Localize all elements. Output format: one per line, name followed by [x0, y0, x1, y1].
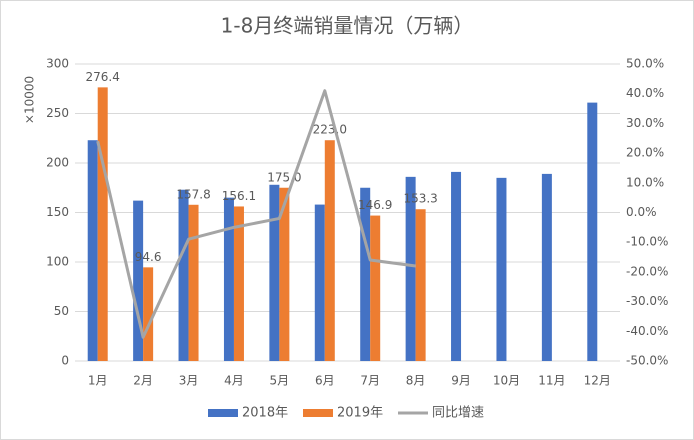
x-tick-label: 5月 [270, 374, 290, 388]
bar [87, 140, 98, 361]
legend-swatch [208, 409, 238, 417]
x-tick-label: 11月 [538, 374, 565, 388]
y2-tick-label: 20.0% [626, 146, 664, 160]
legend-label: 2018年 [242, 406, 288, 421]
y2-tick-label: 50.0% [626, 57, 664, 71]
x-tick-label: 3月 [179, 374, 199, 388]
bar [133, 200, 144, 361]
x-tick-label: 4月 [224, 374, 244, 388]
x-tick-label: 8月 [406, 374, 426, 388]
bar [188, 204, 199, 361]
bar [269, 184, 280, 361]
x-tick-label: 10月 [493, 374, 520, 388]
y2-tick-label: -50.0% [626, 354, 668, 368]
bar [405, 176, 416, 361]
data-label: 276.4 [86, 70, 120, 84]
y-tick-label: 100 [46, 255, 69, 269]
bar [143, 267, 154, 361]
y-tick-label: 0 [61, 354, 69, 368]
y2-tick-label: 0.0% [626, 205, 657, 219]
bar [233, 206, 244, 361]
y-tick-label: 200 [46, 156, 69, 170]
y-axis-label: ×10000 [23, 76, 37, 124]
data-label: 157.8 [176, 187, 210, 201]
y-tick-label: 50 [54, 304, 69, 318]
bar [587, 102, 598, 362]
data-label: 153.3 [403, 192, 437, 206]
bar [451, 171, 462, 361]
y2-tick-label: 30.0% [626, 116, 664, 130]
bar [223, 197, 234, 361]
y2-tick-label: 40.0% [626, 86, 664, 100]
x-tick-label: 9月 [451, 374, 471, 388]
bar [178, 189, 189, 361]
bar [360, 187, 371, 361]
data-label: 94.6 [135, 250, 162, 264]
x-tick-label: 6月 [315, 374, 335, 388]
x-tick-label: 1月 [88, 374, 108, 388]
y-tick-label: 300 [46, 57, 69, 71]
x-tick-label: 12月 [584, 374, 611, 388]
bar [370, 215, 381, 361]
bar [541, 173, 552, 361]
y2-tick-label: -20.0% [626, 264, 668, 278]
bar [97, 87, 108, 361]
x-tick-label: 2月 [133, 374, 153, 388]
bar [415, 209, 426, 361]
y2-tick-label: -10.0% [626, 235, 668, 249]
legend-label: 2019年 [337, 406, 383, 421]
bar [314, 204, 325, 361]
bar [496, 177, 507, 361]
x-tick-label: 7月 [360, 374, 380, 388]
data-label: 156.1 [222, 189, 256, 203]
legend-label: 同比增速 [432, 406, 484, 421]
chart-title: 1-8月终端销量情况（万辆） [221, 14, 474, 38]
data-label: 146.9 [358, 198, 392, 212]
line [96, 89, 416, 339]
data-label: 223.0 [313, 123, 347, 137]
y2-tick-label: -40.0% [626, 324, 668, 338]
y2-tick-label: -30.0% [626, 294, 668, 308]
y-tick-label: 250 [46, 106, 69, 120]
bar [279, 187, 290, 361]
legend-swatch [303, 409, 333, 417]
bar [324, 140, 335, 361]
y-tick-label: 150 [46, 205, 69, 219]
y2-tick-label: 10.0% [626, 175, 664, 189]
